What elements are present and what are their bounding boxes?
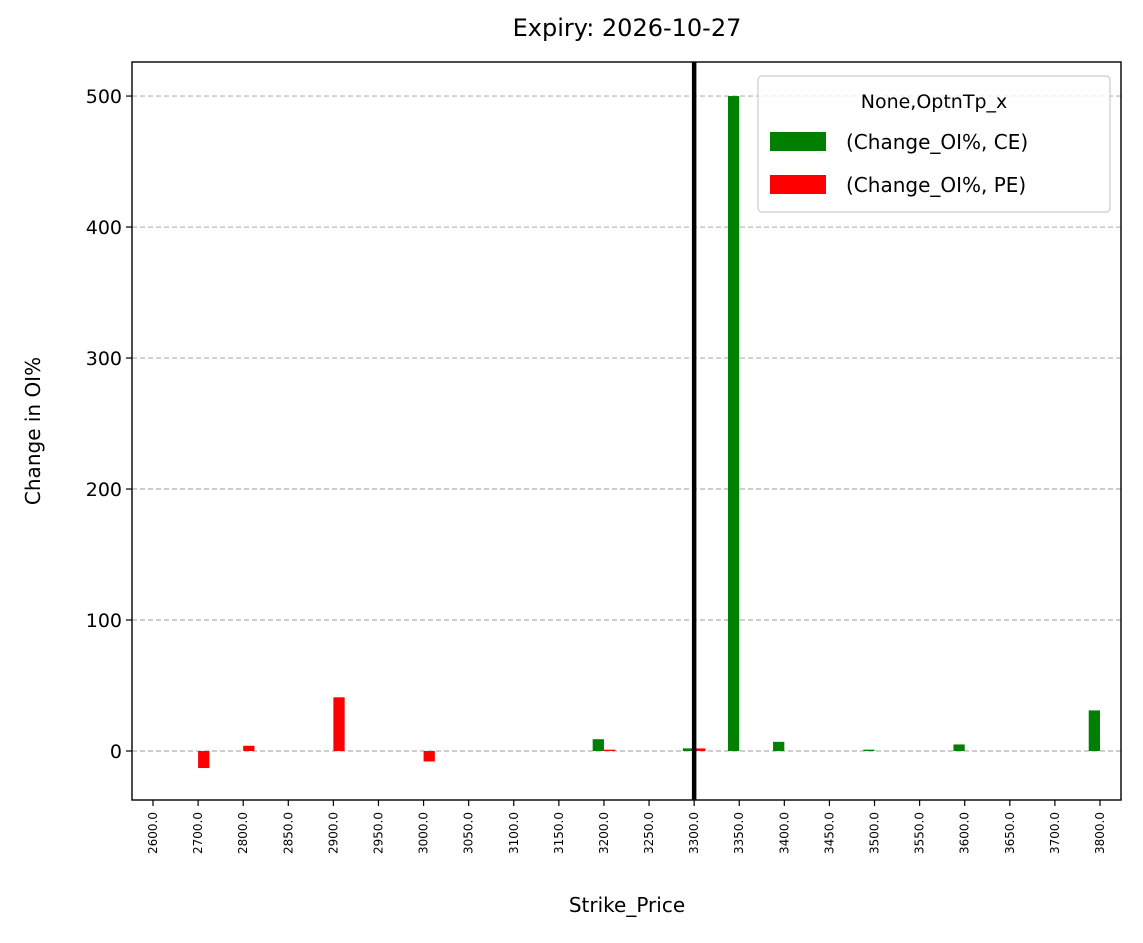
- x-tick-label: 2900.0: [326, 812, 340, 854]
- bar: [423, 751, 435, 762]
- x-tick-label: 3700.0: [1048, 812, 1062, 854]
- y-tick-label: 0: [110, 741, 122, 763]
- x-tick-label: 3450.0: [822, 812, 836, 854]
- x-tick-label: 2850.0: [281, 812, 295, 854]
- y-tick-label: 300: [86, 348, 122, 370]
- legend-swatch: [770, 175, 826, 194]
- bar: [333, 697, 345, 752]
- bar: [198, 751, 210, 769]
- bar: [727, 96, 740, 752]
- x-tick-label: 3400.0: [777, 812, 791, 854]
- y-tick-label: 500: [86, 86, 122, 108]
- x-tick-label: 3600.0: [958, 812, 972, 854]
- legend-swatch: [770, 132, 826, 151]
- x-tick-label: 3500.0: [868, 812, 882, 854]
- x-tick-label: 3200.0: [597, 812, 611, 854]
- y-tick-label: 400: [86, 217, 122, 239]
- x-tick-label: 3050.0: [462, 812, 476, 854]
- legend-box: [757, 75, 1111, 213]
- x-tick-label: 2600.0: [146, 812, 160, 854]
- x-tick-label: 3800.0: [1093, 812, 1107, 854]
- y-axis-label: Change in OI%: [21, 357, 45, 505]
- x-tick-label: 3100.0: [507, 812, 521, 854]
- y-tick-label: 200: [86, 479, 122, 501]
- x-axis-label: Strike_Price: [569, 893, 685, 917]
- legend-title: None,OptnTp_x: [861, 91, 1008, 113]
- plot-frame: [131, 61, 1122, 801]
- bar: [1088, 710, 1100, 752]
- bar: [682, 748, 695, 752]
- y-tick-label: 100: [86, 610, 122, 632]
- bar: [243, 745, 255, 752]
- bar: [953, 744, 965, 752]
- x-tick-label: 3150.0: [552, 812, 566, 854]
- bar: [863, 749, 875, 752]
- x-tick-label: 3250.0: [642, 812, 656, 854]
- x-tick-label: 2800.0: [236, 812, 250, 854]
- bar: [773, 741, 785, 752]
- bar: [694, 748, 706, 752]
- x-tick-label: 2700.0: [191, 812, 205, 854]
- legend-label: (Change_OI%, PE): [846, 173, 1026, 197]
- x-tick-label: 2950.0: [371, 812, 385, 854]
- legend-label: (Change_OI%, CE): [846, 130, 1028, 154]
- x-tick-label: 3000.0: [417, 812, 431, 854]
- bar: [603, 749, 616, 752]
- x-tick-label: 3650.0: [1003, 812, 1017, 854]
- bar: [592, 739, 604, 752]
- x-tick-label: 3550.0: [913, 812, 927, 854]
- x-tick-label: 3350.0: [732, 812, 746, 854]
- chart-title: Expiry: 2026-10-27: [513, 14, 742, 42]
- x-tick-label: 3300.0: [687, 812, 701, 854]
